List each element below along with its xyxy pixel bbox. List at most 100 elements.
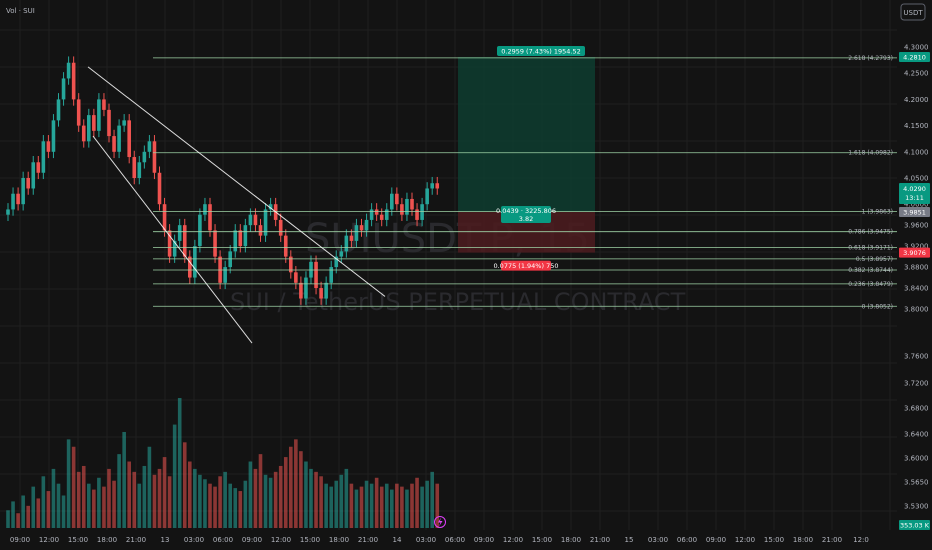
- candle-body: [390, 193, 394, 210]
- time-tick: 12:00: [271, 536, 291, 544]
- currency-button[interactable]: USDT: [900, 3, 926, 21]
- volume-bar: [379, 486, 384, 528]
- volume-bar: [31, 486, 36, 528]
- price-tick: 3.6000: [904, 455, 929, 463]
- candle-body: [87, 115, 91, 142]
- stop-price-tag-bg: [899, 247, 930, 258]
- volume-bar: [208, 483, 212, 528]
- volume-bar: [410, 483, 414, 528]
- volume-bar: [354, 489, 359, 528]
- candle-body: [364, 219, 369, 231]
- volume-bar: [243, 480, 248, 528]
- volume-bar: [309, 468, 313, 528]
- candle-body: [177, 225, 182, 241]
- trend-line: [87, 66, 386, 297]
- volume-bar: [112, 480, 116, 528]
- candle-body: [6, 209, 10, 215]
- volume-bar: [36, 498, 41, 528]
- time-axis-bg: [0, 530, 897, 550]
- volume-bar: [182, 442, 187, 528]
- candle-body: [61, 78, 66, 100]
- volume-bar: [137, 483, 142, 528]
- candle-body: [354, 225, 359, 241]
- time-tick: 09:00: [706, 536, 726, 544]
- fib-level-label: 0.5 (3.8957): [856, 256, 893, 263]
- volume-bar: [167, 476, 172, 528]
- price-tick: 3.5650: [904, 479, 929, 487]
- candle-body: [435, 183, 440, 189]
- volume-bar: [405, 489, 409, 528]
- fib-level-label: 0.786 (3.9475): [848, 229, 893, 236]
- candle-body: [208, 204, 212, 231]
- volume-bar: [395, 483, 399, 528]
- candle-body: [152, 141, 157, 173]
- volume-bar: [228, 483, 232, 528]
- volume-bar: [76, 471, 81, 528]
- volume-bar: [26, 505, 30, 528]
- volume-bar: [374, 477, 379, 528]
- candle-body: [142, 151, 147, 163]
- fib-level-label: 0.382 (3.8744): [848, 267, 893, 274]
- candle-body: [415, 209, 419, 220]
- volume-bar: [253, 468, 258, 528]
- candle-body: [319, 288, 323, 299]
- price-tick: 4.3000: [904, 44, 929, 52]
- price-tick: 3.8800: [904, 264, 929, 272]
- volume-bar: [344, 468, 349, 528]
- volume-bar: [329, 486, 333, 528]
- stop-label: 0.0775 (1.94%) 750: [493, 262, 558, 270]
- price-tick: 4.2000: [904, 96, 929, 104]
- volume-bar: [218, 476, 222, 528]
- candle-body: [410, 198, 414, 210]
- candle-body: [334, 256, 339, 268]
- last-price-tag-bg: [899, 183, 930, 205]
- price-tick: 3.9600: [904, 222, 929, 230]
- volume-bar: [223, 471, 227, 528]
- lightning-icon[interactable]: [434, 516, 446, 528]
- candle-body: [268, 204, 273, 210]
- volume-bar: [81, 465, 86, 528]
- volume-bar: [157, 468, 162, 528]
- candle-body: [71, 62, 76, 100]
- candle-body: [112, 136, 116, 152]
- volume-bar: [172, 424, 177, 528]
- volume-bar: [193, 468, 197, 528]
- volume-bar: [51, 468, 56, 528]
- last-price-tag: 4.0290: [903, 185, 926, 193]
- candle-body: [263, 209, 268, 236]
- price-tick: 4.1000: [904, 148, 929, 156]
- volume-bar: [258, 454, 263, 528]
- volume-bar: [41, 476, 46, 528]
- candle-body: [420, 204, 424, 220]
- candle-body: [349, 235, 354, 241]
- fib-level-label: 1 (3.9863): [862, 208, 893, 215]
- candle-body: [16, 193, 20, 205]
- volume-bar: [6, 510, 10, 528]
- volume-bar: [289, 446, 293, 528]
- fib-level-label: 2.618 (4.2793): [848, 55, 893, 62]
- candle-body: [137, 162, 142, 178]
- volume-bar: [400, 486, 404, 528]
- volume-bar: [263, 474, 268, 528]
- candle-body: [400, 204, 404, 215]
- candle-body: [31, 162, 36, 189]
- entry-price-tag-bg: [899, 207, 930, 218]
- volume-bar: [364, 480, 369, 528]
- candle-body: [344, 235, 349, 252]
- time-tick: 12:00: [735, 536, 755, 544]
- time-tick: 18:00: [97, 536, 117, 544]
- candle-body: [122, 120, 126, 126]
- volume-bar: [299, 451, 303, 528]
- price-tick: 3.8400: [904, 285, 929, 293]
- candle-body: [21, 178, 25, 205]
- entry-label-line2: 3.82: [519, 215, 533, 223]
- candle-body: [132, 157, 137, 178]
- volume-bar: [21, 495, 25, 528]
- time-tick: 12:00: [503, 536, 523, 544]
- candle-body: [26, 178, 30, 189]
- candle-body: [203, 204, 207, 215]
- volume-bar: [248, 461, 253, 528]
- candle-body: [299, 282, 303, 299]
- volume-bar: [420, 486, 424, 528]
